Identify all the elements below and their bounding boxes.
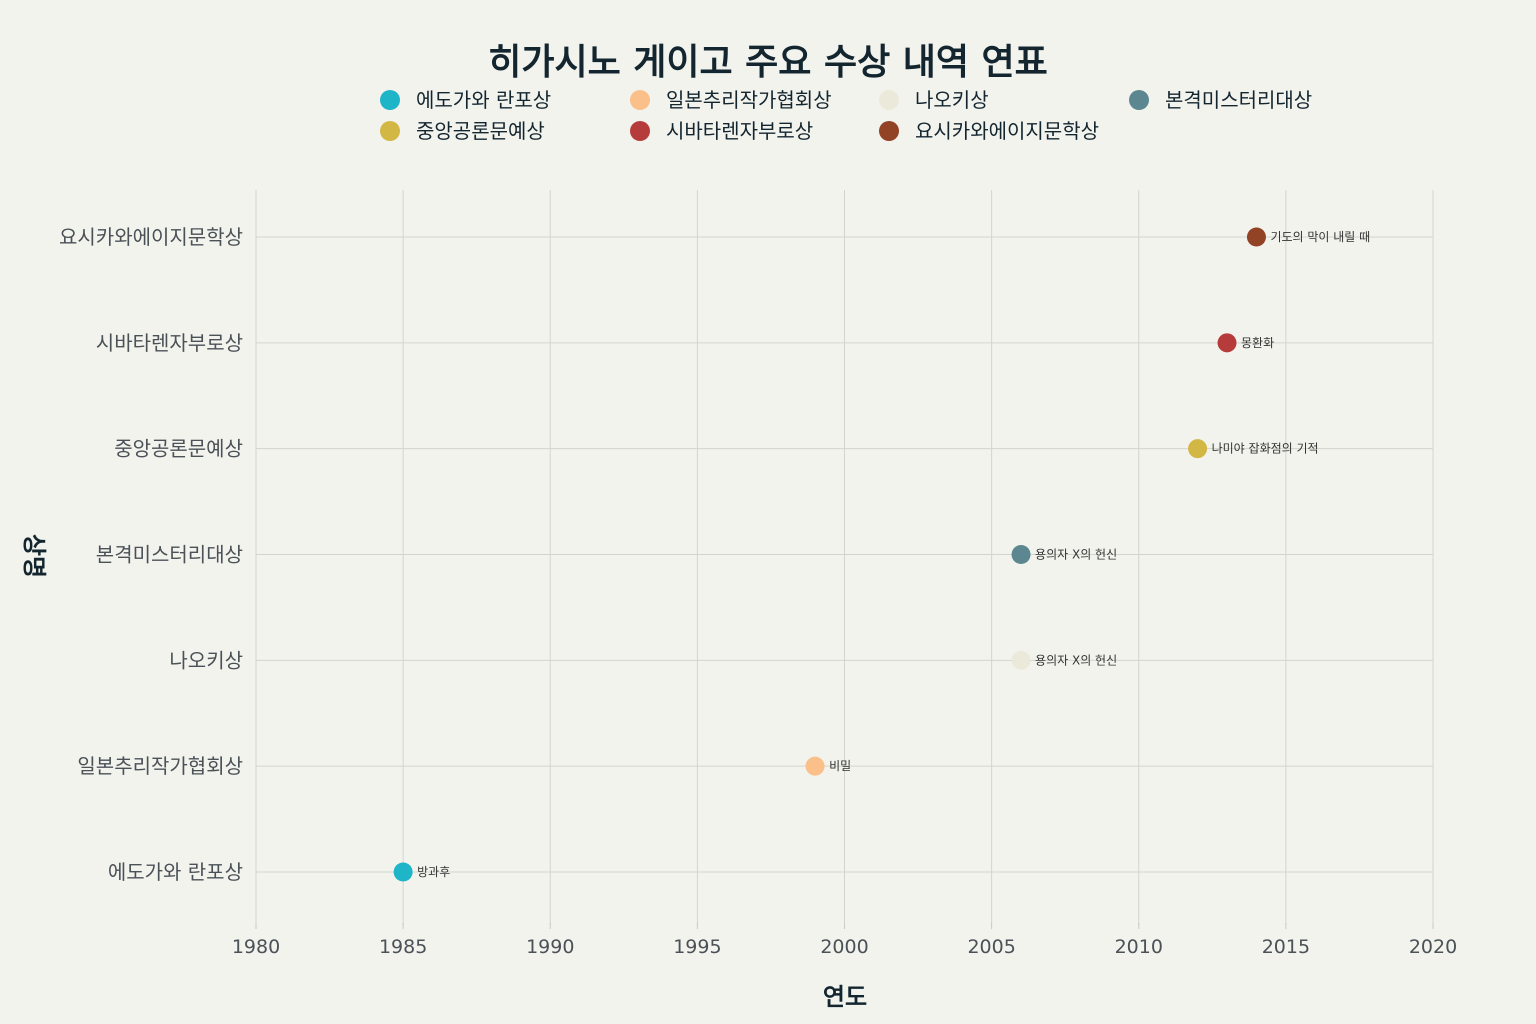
y-tick-label: 본격미스터리대상 xyxy=(96,543,243,567)
data-point[interactable] xyxy=(1011,650,1031,670)
legend-item[interactable]: 에도가와 란포상 xyxy=(380,88,551,112)
legend-swatch xyxy=(879,90,899,110)
x-tick-label: 1990 xyxy=(526,936,574,958)
chart-title: 히가시노 게이고 주요 수상 내역 연표 xyxy=(488,42,1047,83)
data-point[interactable] xyxy=(1246,227,1266,247)
data-point-label: 비밀 xyxy=(829,759,851,773)
data-point-label: 나미야 잡화점의 기적 xyxy=(1212,442,1319,456)
legend-swatch xyxy=(630,121,650,141)
x-tick-label: 1985 xyxy=(379,936,427,958)
y-axis-title: 상명 xyxy=(20,534,48,578)
x-axis-ticks: 1980 1985 1990 1995 2000 2005 2010 2015 2020 xyxy=(232,936,1457,958)
legend-swatch xyxy=(380,121,400,141)
grid-lines xyxy=(255,190,1434,929)
legend-item[interactable]: 요시카와에이지문학상 xyxy=(879,119,1099,143)
legend-label: 중앙공론문예상 xyxy=(416,119,545,143)
y-tick-label: 에도가와 란포상 xyxy=(108,860,243,884)
data-point[interactable] xyxy=(1011,545,1031,564)
data-point-label: 용의자 X의 헌신 xyxy=(1035,653,1117,667)
legend-item[interactable]: 중앙공론문예상 xyxy=(380,119,545,143)
legend-label: 본격미스터리대상 xyxy=(1165,88,1312,112)
legend-label: 에도가와 란포상 xyxy=(416,88,551,112)
y-tick-label: 나오키상 xyxy=(169,648,243,672)
legend-label: 요시카와에이지문학상 xyxy=(915,119,1099,143)
data-point[interactable] xyxy=(393,862,413,882)
legend-swatch xyxy=(630,90,650,110)
legend-item[interactable]: 본격미스터리대상 xyxy=(1129,88,1312,112)
y-tick-label: 일본추리작가협회상 xyxy=(77,754,243,778)
x-tick-label: 2010 xyxy=(1115,936,1163,958)
legend-item[interactable]: 나오키상 xyxy=(879,88,989,112)
data-point[interactable] xyxy=(1217,333,1237,353)
x-tick-label: 1995 xyxy=(673,936,721,958)
legend-item[interactable]: 시바타렌자부로상 xyxy=(630,119,813,143)
x-tick-label: 2000 xyxy=(820,936,868,958)
legend-label: 시바타렌자부로상 xyxy=(666,119,813,143)
data-point[interactable] xyxy=(805,756,825,776)
data-point-label: 방과후 xyxy=(417,865,450,879)
y-tick-label: 중앙공론문예상 xyxy=(114,437,243,461)
y-axis-ticks: 에도가와 란포상 일본추리작가협회상 나오키상 본격미스터리대상 중앙공론문예상 시바타렌… xyxy=(59,225,243,884)
x-tick-label: 2015 xyxy=(1262,936,1310,958)
legend-swatch xyxy=(1129,90,1149,110)
legend-label: 일본추리작가협회상 xyxy=(666,88,832,112)
legend-swatch xyxy=(380,90,400,110)
x-tick-label: 2020 xyxy=(1409,936,1457,958)
legend-label: 나오키상 xyxy=(915,88,989,112)
legend-item[interactable]: 일본추리작가협회상 xyxy=(630,88,832,112)
x-tick-label: 2005 xyxy=(967,936,1015,958)
x-axis-title: 연도 xyxy=(823,983,867,1011)
y-tick-label: 요시카와에이지문학상 xyxy=(59,225,243,249)
data-point[interactable] xyxy=(1188,439,1208,459)
data-point-label: 몽환화 xyxy=(1241,336,1274,350)
data-point-label: 기도의 막이 내릴 때 xyxy=(1270,230,1370,244)
y-tick-label: 시바타렌자부로상 xyxy=(96,331,243,355)
legend-swatch xyxy=(879,121,899,141)
data-point-label: 용의자 X의 헌신 xyxy=(1035,548,1117,562)
x-tick-label: 1980 xyxy=(232,936,280,958)
